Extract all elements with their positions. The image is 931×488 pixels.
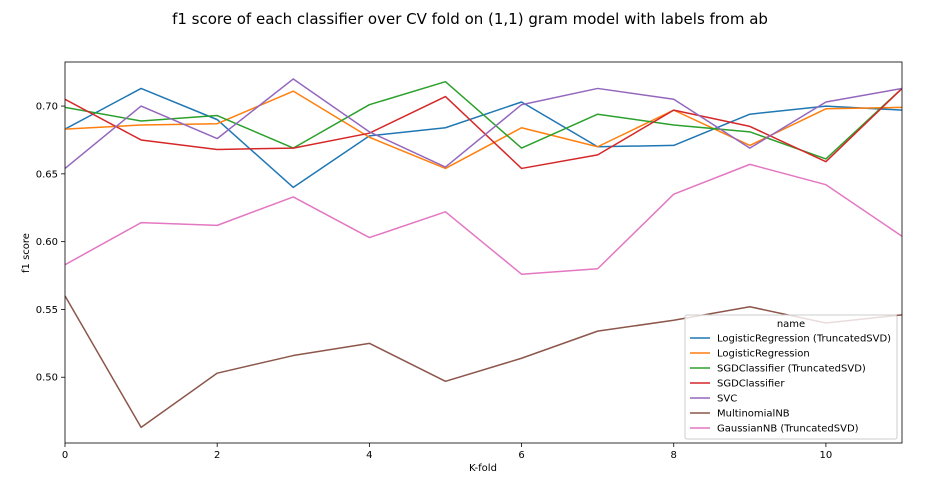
legend: name LogisticRegression (TruncatedSVD) Log… bbox=[684, 314, 898, 440]
legend-label-2: SGDClassifier (TruncatedSVD) bbox=[717, 364, 866, 375]
legend-title: name bbox=[777, 319, 805, 330]
series-line-2 bbox=[65, 80, 902, 160]
x-tick-label-0: 0 bbox=[62, 450, 68, 461]
series-line-5 bbox=[65, 295, 902, 429]
y-tick-label-3: 0.65 bbox=[36, 169, 58, 180]
legend-label-4: SVC bbox=[717, 394, 737, 405]
y-tick-label-1: 0.55 bbox=[36, 305, 58, 316]
x-tick-label-2: 4 bbox=[366, 450, 372, 461]
series-line-6 bbox=[65, 163, 902, 275]
legend-label-1: LogisticRegression bbox=[717, 349, 810, 360]
legend-label-6: GaussianNB (TruncatedSVD) bbox=[717, 424, 859, 435]
series-line-3 bbox=[65, 87, 902, 170]
x-tick-label-4: 8 bbox=[671, 450, 677, 461]
x-tick-label-3: 6 bbox=[518, 450, 524, 461]
x-axis-label: K-fold bbox=[469, 463, 497, 474]
axes-frame bbox=[64, 61, 903, 444]
x-tick-label-1: 2 bbox=[214, 450, 220, 461]
legend-label-5: MultinomialNB bbox=[717, 409, 790, 420]
series-line-1 bbox=[65, 90, 902, 170]
y-tick-label-0: 0.50 bbox=[36, 373, 58, 384]
y-tick-label-4: 0.70 bbox=[36, 102, 58, 113]
plot-area: 0 2 4 6 8 10 0.50 0.55 0.60 0.65 0.70 bbox=[36, 61, 903, 461]
legend-box bbox=[684, 314, 898, 440]
series-group bbox=[65, 78, 902, 429]
x-tick-label-5: 10 bbox=[820, 450, 833, 461]
y-tick-label-2: 0.60 bbox=[36, 237, 58, 248]
y-axis-label: f1 score bbox=[21, 233, 32, 273]
legend-label-0: LogisticRegression (TruncatedSVD) bbox=[717, 334, 891, 345]
chart-title: f1 score of each classifier over CV fold… bbox=[172, 10, 768, 28]
series-line-4 bbox=[65, 78, 902, 170]
legend-label-3: SGDClassifier bbox=[717, 379, 785, 390]
